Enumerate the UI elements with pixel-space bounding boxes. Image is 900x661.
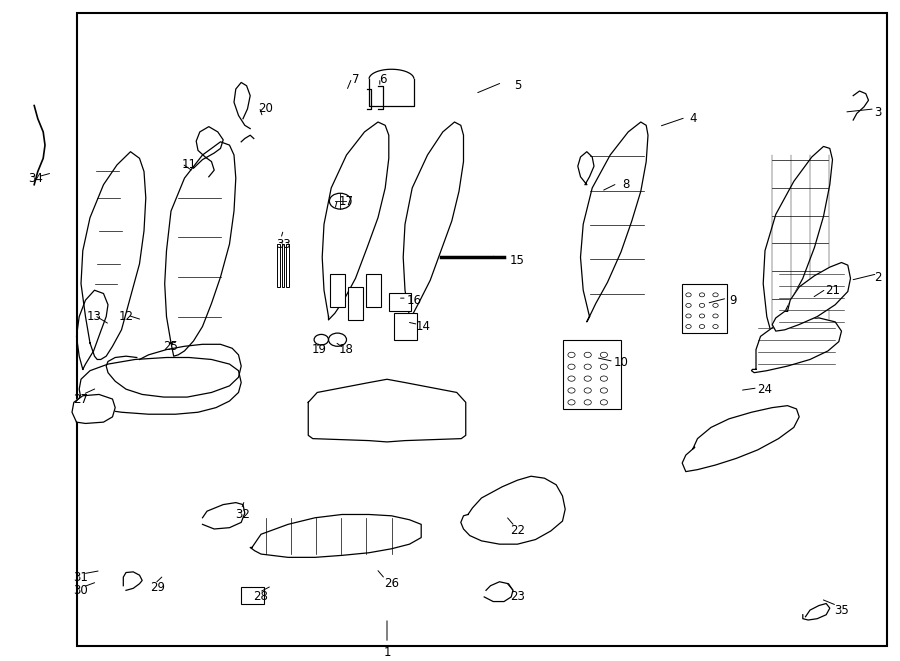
Bar bbox=[277, 244, 280, 287]
Text: 19: 19 bbox=[312, 343, 327, 356]
Bar bbox=[282, 244, 284, 287]
Polygon shape bbox=[772, 262, 850, 331]
Text: 28: 28 bbox=[254, 590, 268, 603]
Polygon shape bbox=[682, 406, 799, 471]
Bar bbox=[366, 274, 381, 307]
Text: 3: 3 bbox=[874, 106, 881, 118]
Text: 24: 24 bbox=[758, 383, 772, 396]
Text: 25: 25 bbox=[164, 340, 178, 353]
Polygon shape bbox=[752, 318, 842, 373]
Text: 6: 6 bbox=[379, 73, 386, 86]
Text: 27: 27 bbox=[74, 393, 88, 406]
Text: 13: 13 bbox=[87, 310, 102, 323]
Text: 20: 20 bbox=[258, 102, 273, 115]
Text: 26: 26 bbox=[384, 577, 399, 590]
Text: 16: 16 bbox=[407, 293, 421, 307]
Text: 12: 12 bbox=[119, 310, 133, 323]
Text: 1: 1 bbox=[383, 646, 391, 660]
Text: 15: 15 bbox=[510, 254, 525, 267]
Polygon shape bbox=[72, 395, 115, 424]
Text: 14: 14 bbox=[416, 320, 430, 333]
Polygon shape bbox=[461, 476, 565, 544]
Text: 21: 21 bbox=[825, 284, 840, 297]
Text: 5: 5 bbox=[514, 79, 521, 93]
Text: 22: 22 bbox=[510, 524, 525, 537]
Text: 11: 11 bbox=[182, 159, 196, 171]
Text: 7: 7 bbox=[352, 73, 359, 86]
Text: 35: 35 bbox=[834, 603, 849, 617]
Bar bbox=[330, 274, 345, 307]
Text: 34: 34 bbox=[29, 172, 43, 184]
Text: 8: 8 bbox=[622, 178, 629, 191]
Polygon shape bbox=[250, 514, 421, 557]
Text: 33: 33 bbox=[276, 237, 291, 251]
Bar bbox=[394, 313, 417, 340]
Bar bbox=[389, 293, 411, 311]
Text: 29: 29 bbox=[150, 580, 165, 594]
Text: 4: 4 bbox=[689, 112, 697, 125]
Text: 9: 9 bbox=[730, 293, 737, 307]
Text: 32: 32 bbox=[236, 508, 250, 521]
Text: 18: 18 bbox=[339, 343, 354, 356]
Bar bbox=[241, 587, 264, 603]
Bar bbox=[562, 340, 621, 409]
Polygon shape bbox=[803, 603, 830, 620]
Text: 2: 2 bbox=[874, 270, 881, 284]
Text: 17: 17 bbox=[339, 195, 354, 208]
Text: 10: 10 bbox=[614, 356, 628, 369]
Bar bbox=[348, 287, 363, 320]
Polygon shape bbox=[308, 379, 466, 442]
Bar bbox=[286, 244, 289, 287]
Text: 30: 30 bbox=[74, 584, 88, 597]
Text: 31: 31 bbox=[74, 570, 88, 584]
Bar bbox=[682, 284, 727, 333]
Text: 23: 23 bbox=[510, 590, 525, 603]
